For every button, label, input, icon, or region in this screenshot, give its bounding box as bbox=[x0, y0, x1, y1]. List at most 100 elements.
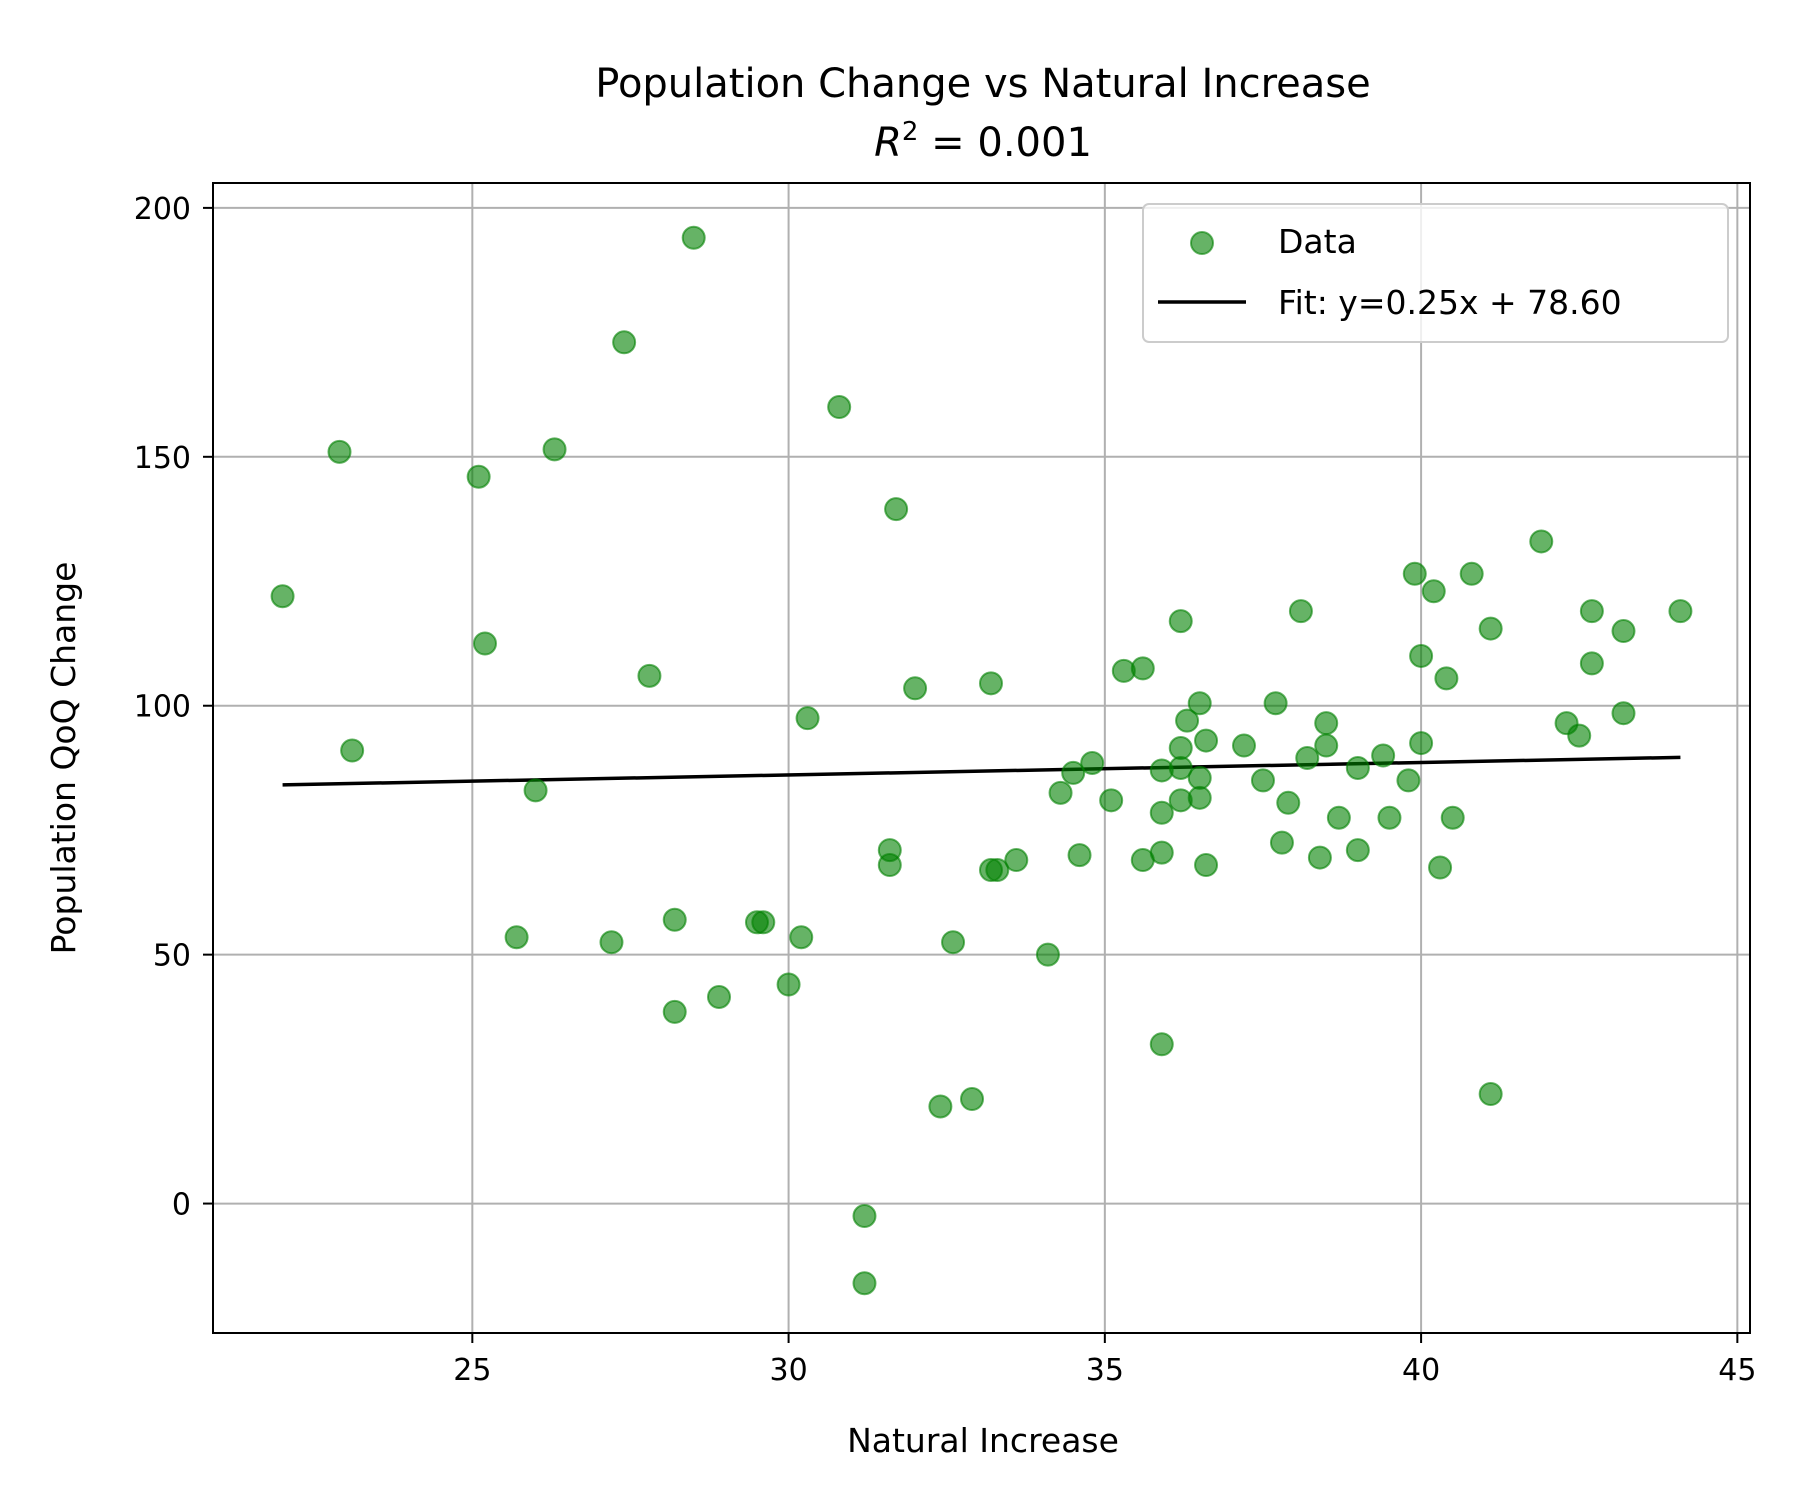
data-point bbox=[1434, 666, 1459, 691]
data-point bbox=[1168, 609, 1193, 634]
data-point bbox=[1409, 731, 1434, 756]
data-point bbox=[852, 1204, 877, 1229]
data-point bbox=[1579, 651, 1604, 676]
data-point bbox=[1579, 599, 1604, 624]
fit-line bbox=[282, 755, 1681, 787]
data-point bbox=[542, 437, 567, 462]
data-point bbox=[599, 930, 624, 955]
data-point bbox=[707, 984, 732, 1009]
data-point bbox=[612, 330, 637, 355]
data-point bbox=[340, 738, 365, 763]
y-tick-label: 0 bbox=[172, 1188, 191, 1223]
plot-frame bbox=[212, 182, 1751, 1334]
data-point bbox=[795, 706, 820, 731]
data-point bbox=[466, 464, 491, 489]
data-point bbox=[852, 1271, 877, 1296]
y-tick-label: 200 bbox=[134, 192, 191, 227]
data-point bbox=[1611, 619, 1636, 644]
data-point bbox=[877, 853, 902, 878]
y-tick-label: 50 bbox=[153, 939, 191, 974]
data-point bbox=[1326, 805, 1351, 830]
data-point bbox=[978, 671, 1003, 696]
data-point bbox=[1409, 643, 1434, 668]
data-point bbox=[1307, 845, 1332, 870]
data-point bbox=[1168, 755, 1193, 780]
data-point bbox=[1478, 616, 1503, 641]
data-point bbox=[1149, 800, 1174, 825]
data-point bbox=[1061, 760, 1086, 785]
data-point bbox=[327, 439, 352, 464]
data-point bbox=[1004, 848, 1029, 873]
data-point bbox=[1428, 855, 1453, 880]
data-point bbox=[941, 930, 966, 955]
data-point bbox=[1263, 691, 1288, 716]
data-point bbox=[751, 910, 776, 935]
subtitle-superscript: 2 bbox=[902, 117, 919, 147]
data-point bbox=[1035, 942, 1060, 967]
data-point bbox=[1194, 728, 1219, 753]
data-point bbox=[1567, 723, 1592, 748]
data-point bbox=[1149, 1032, 1174, 1057]
data-point bbox=[1187, 765, 1212, 790]
legend-data-marker bbox=[1190, 231, 1214, 255]
data-point bbox=[985, 858, 1010, 883]
data-point bbox=[1345, 838, 1370, 863]
x-tick-label: 35 bbox=[1086, 1353, 1124, 1388]
data-point bbox=[827, 395, 852, 420]
data-point bbox=[662, 907, 687, 932]
data-point bbox=[789, 925, 814, 950]
x-tick-label: 25 bbox=[453, 1353, 491, 1388]
y-tick-label: 100 bbox=[134, 690, 191, 725]
x-tick-label: 45 bbox=[1718, 1353, 1756, 1388]
data-point bbox=[1459, 561, 1484, 586]
data-points bbox=[270, 225, 1693, 1296]
x-tick-label: 30 bbox=[769, 1353, 807, 1388]
chart-title: Population Change vs Natural Increase bbox=[595, 61, 1371, 107]
data-point bbox=[1295, 746, 1320, 770]
data-point bbox=[1314, 733, 1339, 758]
data-point bbox=[960, 1087, 985, 1112]
data-point bbox=[884, 497, 909, 522]
data-point bbox=[1250, 768, 1275, 793]
data-point bbox=[504, 925, 529, 950]
data-point bbox=[1345, 755, 1370, 780]
data-point bbox=[928, 1094, 953, 1119]
data-point bbox=[1478, 1082, 1503, 1107]
data-point bbox=[1231, 733, 1256, 758]
data-point bbox=[1276, 790, 1301, 815]
legend: Data Fit: y=0.25x + 78.60 bbox=[1142, 203, 1729, 343]
data-point bbox=[1421, 579, 1446, 604]
data-point bbox=[1396, 768, 1421, 793]
data-point bbox=[270, 584, 295, 609]
data-point bbox=[1187, 691, 1212, 716]
data-point bbox=[1175, 708, 1200, 733]
legend-fit-label: Fit: y=0.25x + 78.60 bbox=[1278, 283, 1622, 322]
data-point bbox=[776, 972, 801, 997]
legend-box bbox=[1142, 203, 1729, 343]
data-point bbox=[662, 999, 687, 1024]
legend-data-label: Data bbox=[1278, 222, 1357, 261]
data-point bbox=[1440, 805, 1465, 830]
x-tick-label: 40 bbox=[1402, 1353, 1440, 1388]
data-point bbox=[1048, 780, 1073, 805]
data-point bbox=[1611, 701, 1636, 726]
chart-subtitle: R2 = 0.001 bbox=[874, 117, 1092, 166]
axis-ticks: 25 30 35 40 45 0 50 100 150 200 bbox=[134, 192, 1757, 1388]
data-point bbox=[472, 631, 497, 656]
subtitle-value: = 0.001 bbox=[918, 120, 1091, 166]
data-point bbox=[1529, 529, 1554, 554]
data-point bbox=[1168, 736, 1193, 761]
data-point bbox=[681, 225, 706, 250]
data-point bbox=[1377, 805, 1402, 830]
data-point bbox=[1288, 599, 1313, 624]
data-point bbox=[1194, 853, 1219, 878]
y-tick-label: 150 bbox=[134, 441, 191, 476]
data-point bbox=[1371, 743, 1396, 768]
data-point bbox=[903, 676, 928, 701]
data-point bbox=[637, 663, 662, 688]
subtitle-r: R bbox=[874, 120, 902, 166]
data-point bbox=[1149, 840, 1174, 865]
data-point bbox=[1402, 561, 1427, 586]
data-point bbox=[1668, 599, 1693, 624]
